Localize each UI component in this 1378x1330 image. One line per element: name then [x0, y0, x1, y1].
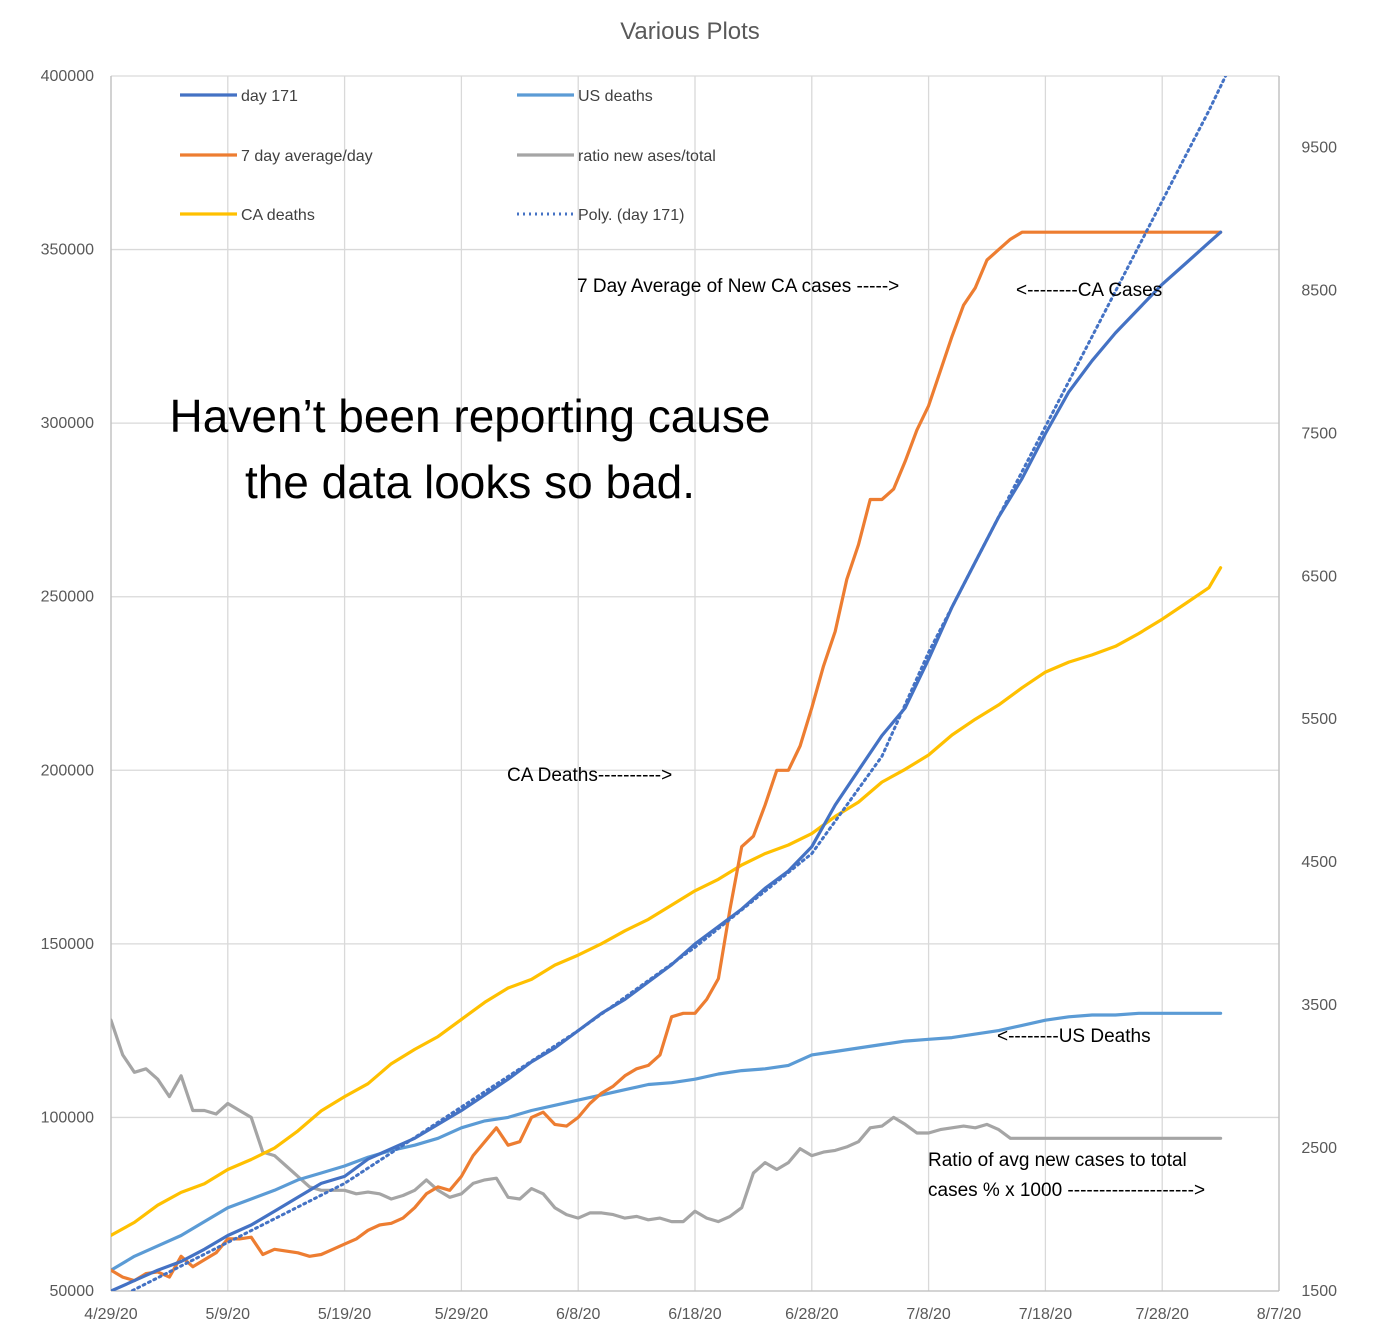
y-left-tick-label: 250000	[41, 589, 94, 606]
x-tick-label: 7/18/20	[1019, 1306, 1072, 1323]
y-left-tick-label: 400000	[41, 68, 94, 85]
x-tick-label: 5/19/20	[318, 1306, 371, 1323]
annotation-big-line2: the data looks so bad.	[245, 456, 695, 508]
legend-label: CA deaths	[241, 207, 315, 224]
series-line-ca-deaths	[111, 566, 1223, 1237]
y-left-tick-label: 50000	[50, 1283, 95, 1300]
x-axis-ticks: 4/29/20 5/9/20 5/19/20 5/29/20 6/8/20 6/18/20…	[84, 1306, 1301, 1323]
y-right-tick-label: 8500	[1301, 282, 1337, 299]
x-tick-label: 6/8/20	[556, 1306, 601, 1323]
y-right-tick-label: 9500	[1301, 139, 1337, 156]
series-group	[111, 76, 1228, 1291]
y-right-tick-label: 3500	[1301, 997, 1337, 1014]
legend-label: ratio new ases/total	[578, 148, 716, 165]
annotation-us-deaths: <--------US Deaths	[997, 1026, 1151, 1047]
x-tick-label: 6/28/20	[785, 1306, 838, 1323]
x-tick-label: 7/8/20	[906, 1306, 951, 1323]
y-right-tick-label: 4500	[1301, 854, 1337, 871]
legend-label: US deaths	[578, 88, 653, 105]
x-tick-label: 4/29/20	[84, 1306, 137, 1323]
x-tick-label: 5/29/20	[435, 1306, 488, 1323]
legend-label: 7 day average/day	[241, 148, 373, 165]
annotation-ca-deaths: CA Deaths---------->	[507, 765, 672, 786]
annotation-ratio-line1: Ratio of avg new cases to total	[928, 1150, 1187, 1171]
legend: day 171 US deaths 7 day average/day ratio n…	[180, 88, 716, 224]
y-left-ticks: 50000 100000 150000 200000 250000 300000 35000…	[41, 68, 94, 1300]
y-left-tick-label: 350000	[41, 242, 94, 259]
annotation-ratio-line2: cases % x 1000 -------------------->	[928, 1180, 1205, 1201]
series-line-day-171	[111, 230, 1223, 1291]
y-right-tick-label: 7500	[1301, 425, 1337, 442]
y-right-tick-label: 6500	[1301, 568, 1337, 585]
y-right-tick-label: 5500	[1301, 711, 1337, 728]
legend-label: Poly. (day 171)	[578, 207, 684, 224]
series-line-us-deaths	[111, 1011, 1223, 1272]
y-right-tick-label: 1500	[1301, 1283, 1337, 1300]
series-line-7-day-average-day	[111, 230, 1223, 1283]
gridlines	[110, 75, 1280, 1292]
series-line-poly-day-171	[128, 76, 1228, 1291]
legend-label: day 171	[241, 88, 298, 105]
annotation-seven-day: 7 Day Average of New CA cases ----->	[577, 276, 899, 297]
annotation-big-line1: Haven’t been reporting cause	[170, 390, 771, 442]
series-line-ratio-new-ases-total	[111, 1018, 1223, 1224]
y-left-tick-label: 200000	[41, 762, 94, 779]
y-left-tick-label: 150000	[41, 936, 94, 953]
y-left-tick-label: 100000	[41, 1109, 94, 1126]
chart-title: Various Plots	[620, 18, 760, 45]
annotation-ca-cases: <--------CA Cases	[1016, 280, 1162, 301]
y-left-tick-label: 300000	[41, 415, 94, 432]
x-tick-label: 5/9/20	[206, 1306, 251, 1323]
x-tick-label: 7/28/20	[1136, 1306, 1189, 1323]
y-right-tick-label: 2500	[1301, 1140, 1337, 1157]
x-tick-label: 6/18/20	[668, 1306, 721, 1323]
x-tick-label: 8/7/20	[1257, 1306, 1302, 1323]
y-right-ticks: 1500 2500 3500 4500 5500 6500 7500 8500 9500	[1301, 139, 1337, 1300]
